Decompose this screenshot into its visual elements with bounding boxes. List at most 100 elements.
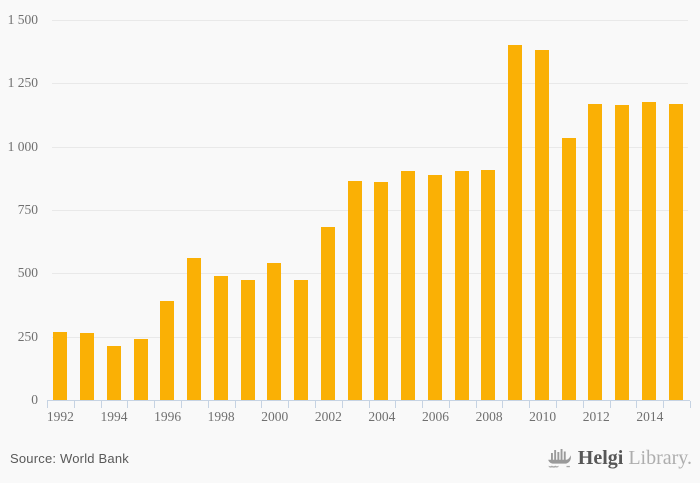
bar-cell-2003: [341, 20, 368, 400]
x-axis-label-2008: 2008: [475, 409, 503, 424]
x-axis-tick: [475, 401, 477, 408]
x-axis-tick: [154, 401, 156, 408]
x-axis-tick: [207, 401, 209, 408]
x-axis-label-2012: 2012: [582, 409, 610, 424]
bar-cell-1995: [127, 20, 154, 400]
bar-2006[interactable]: [427, 174, 442, 400]
bar-series: [47, 20, 689, 400]
grid-line-500: [52, 273, 688, 275]
x-axis-tick: [234, 401, 236, 408]
grid-line-1500: [52, 20, 688, 21]
x-axis-label-2004: 2004: [368, 409, 396, 424]
bar-cell-2011: [555, 20, 582, 400]
bar-1996[interactable]: [160, 301, 175, 400]
x-axis-tick: [127, 401, 129, 408]
x-axis-tick: [448, 401, 450, 408]
grid-line-1000: [52, 146, 688, 148]
bar-1994[interactable]: [106, 345, 121, 400]
grid-line-1250: [52, 83, 688, 85]
bar-cell-2004: [368, 20, 395, 400]
grid-line-750: [52, 210, 688, 211]
bar-1995[interactable]: [133, 339, 148, 400]
bar-cell-2012: [582, 20, 609, 400]
x-axis-label-2000: 2000: [261, 409, 289, 424]
bar-2011[interactable]: [561, 137, 576, 400]
x-axis-tick: [502, 401, 504, 408]
bar-2015[interactable]: [668, 103, 683, 400]
x-axis-label-2010: 2010: [529, 409, 557, 424]
bar-1999[interactable]: [240, 279, 255, 400]
x-axis-tick: [556, 401, 558, 408]
x-axis-label-1992: 1992: [46, 409, 74, 424]
helgi-library-logo[interactable]: Helgi Library.: [546, 445, 692, 472]
x-axis-tick: [73, 401, 75, 408]
y-axis-label-0: 0: [31, 392, 38, 407]
helgi-ship-icon: [546, 445, 573, 472]
logo-text-helgi: Helgi: [577, 447, 624, 469]
bar-2003[interactable]: [347, 180, 362, 400]
bar-1993[interactable]: [80, 332, 95, 400]
bar-2009[interactable]: [508, 45, 523, 400]
y-axis-label-500: 500: [17, 265, 38, 281]
bar-cell-1998: [208, 20, 235, 400]
x-axis-tick: [314, 401, 316, 408]
x-axis-tick: [690, 401, 691, 408]
bar-cell-2007: [448, 20, 475, 400]
x-axis-tick: [636, 401, 638, 408]
bar-1992[interactable]: [53, 331, 68, 400]
bar-cell-1994: [101, 20, 128, 400]
bar-cell-1999: [234, 20, 261, 400]
bar-2005[interactable]: [401, 170, 416, 400]
bar-cell-2013: [609, 20, 636, 400]
x-axis-tick: [609, 401, 611, 408]
x-axis-label-2002: 2002: [314, 409, 342, 424]
bar-2004[interactable]: [374, 182, 389, 400]
bar-2010[interactable]: [534, 50, 549, 400]
source-label: Source: World Bank: [10, 451, 129, 466]
grid-line-250: [52, 336, 688, 338]
x-axis-label-2006: 2006: [421, 409, 449, 424]
bar-cell-2015: [662, 20, 689, 400]
bar-cell-2006: [422, 20, 449, 400]
x-axis-tick: [368, 401, 370, 408]
x-axis-tick: [395, 401, 397, 408]
bar-cell-1992: [47, 20, 74, 400]
bar-cell-2010: [529, 20, 556, 400]
x-axis-tick: [47, 401, 48, 408]
bar-1998[interactable]: [213, 275, 228, 400]
x-axis-label-2014: 2014: [636, 409, 664, 424]
bar-cell-1997: [181, 20, 208, 400]
bar-2001[interactable]: [294, 279, 309, 400]
x-axis-tick: [100, 401, 102, 408]
x-axis-label-1996: 1996: [154, 409, 182, 424]
bar-cell-2008: [475, 20, 502, 400]
x-axis-tick: [663, 401, 665, 408]
bar-2013[interactable]: [615, 104, 630, 400]
bar-2002[interactable]: [320, 226, 335, 400]
bar-cell-2005: [395, 20, 422, 400]
bar-2014[interactable]: [641, 102, 656, 400]
bar-1997[interactable]: [187, 258, 202, 400]
x-axis-tick: [261, 401, 263, 408]
x-axis-tick: [582, 401, 584, 408]
y-axis-label-1000: 1 000: [7, 138, 38, 154]
x-axis-tick: [288, 401, 290, 408]
logo-text-library: Library.: [628, 447, 692, 469]
y-axis-label-250: 250: [17, 328, 38, 344]
y-axis-label-1500: 1 500: [7, 12, 38, 27]
bar-cell-2000: [261, 20, 288, 400]
x-axis-label-1998: 1998: [207, 409, 235, 424]
bar-2007[interactable]: [454, 170, 469, 400]
bar-2012[interactable]: [588, 103, 603, 400]
plot-area: 0 250 500 750 1 000 1 250 1 500 1992 1994 1996 19…: [7, 12, 691, 424]
bar-cell-1996: [154, 20, 181, 400]
bar-cell-2009: [502, 20, 529, 400]
bar-2000[interactable]: [267, 263, 282, 400]
bar-2008[interactable]: [481, 169, 496, 400]
y-axis-label-1250: 1 250: [7, 75, 38, 91]
x-axis-tick: [529, 401, 531, 408]
x-axis-line: [47, 400, 690, 401]
x-axis-tick: [341, 401, 343, 408]
bar-cell-2001: [288, 20, 315, 400]
